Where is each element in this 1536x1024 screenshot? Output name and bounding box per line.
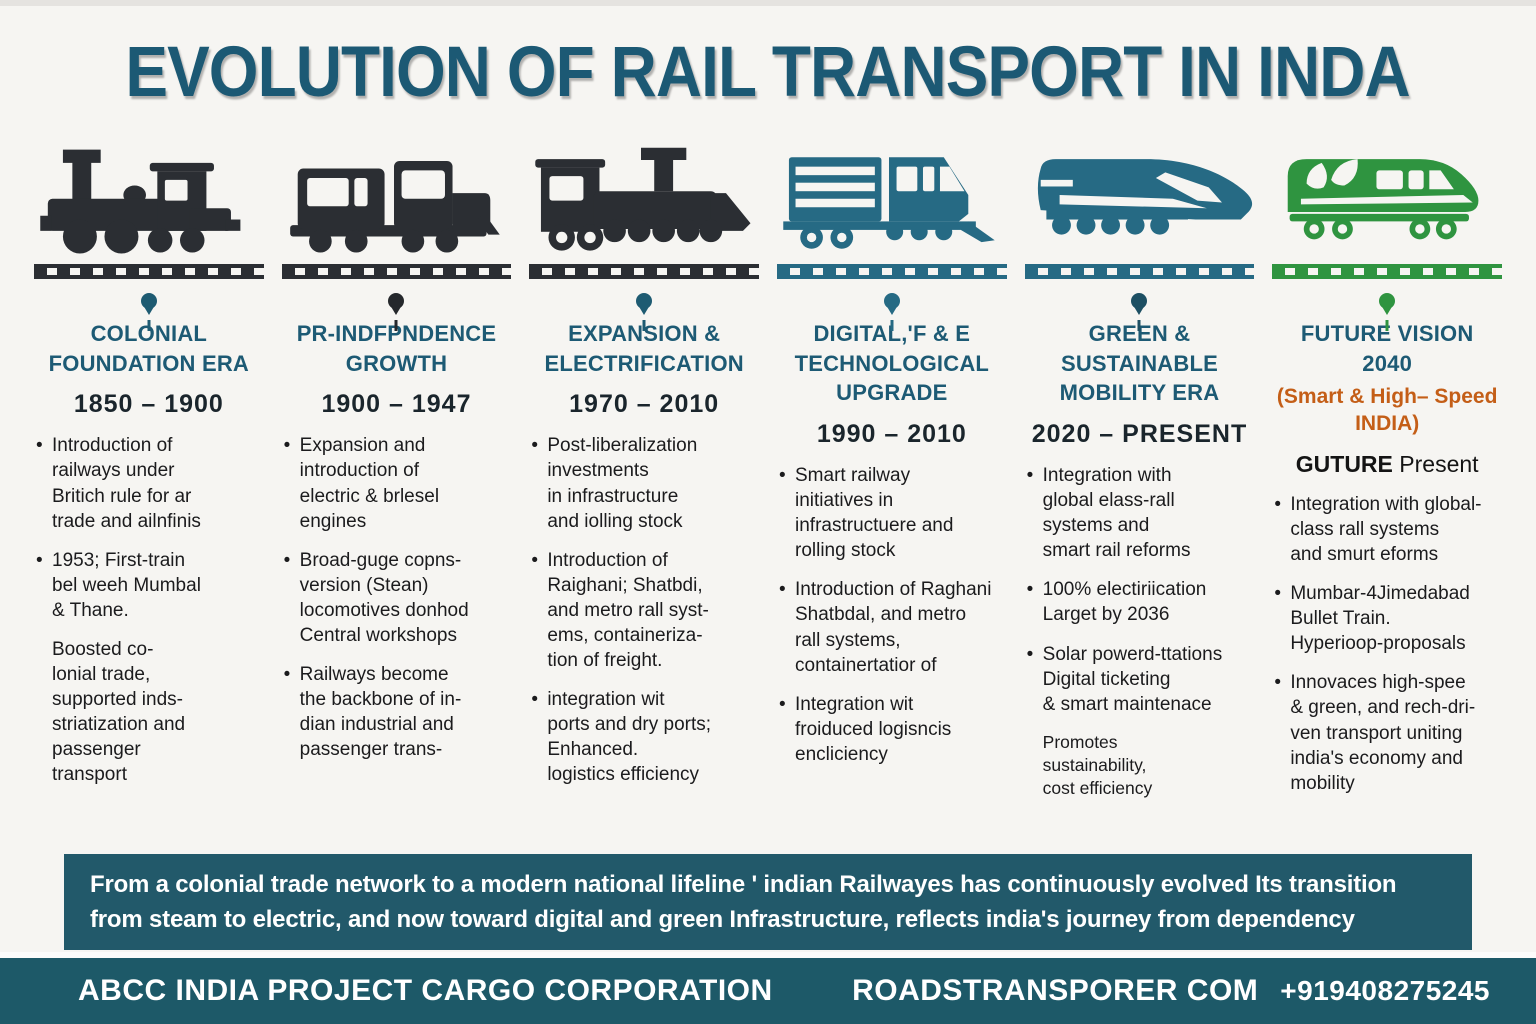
era-years: 1990 – 2010 [816, 420, 967, 449]
rail-track [529, 264, 759, 279]
era-years: 1900 – 1947 [321, 390, 472, 419]
era-bullet-list: Smart railway initiatives in infrastruct… [773, 463, 1011, 767]
era-column-future-vision: FUTURE VISION 2040 (Smart & High– Speed … [1268, 144, 1506, 810]
era-subtitle: (Smart & High– Speed INDIA) [1276, 385, 1498, 435]
bullet-item: 1953; First-train bel weeh Mumbal & Than… [36, 548, 268, 623]
era-columns: COLONIAL FOUNDATION ERA 1850 – 1900 Intr… [30, 144, 1506, 810]
era-bullet-list: Introduction of railways under Britich r… [30, 433, 268, 623]
rail-track [1024, 264, 1255, 279]
company-name: ABCC INDIA PROJECT CARGO CORPORATION [78, 974, 773, 1007]
bullet-item: Railways become the backbone of in- dian… [284, 662, 516, 762]
era-visual [1268, 144, 1506, 309]
era-visual [773, 144, 1011, 309]
era-visual [525, 144, 763, 309]
era-column-pre-independence: PR-INDFPNDENCE GROWTH 1900 – 1947 Expans… [278, 144, 516, 810]
era-bullet-list: Expansion and introduction of electric &… [278, 433, 516, 762]
bullet-item: Introduction of Raighani; Shatbdi, and m… [531, 548, 763, 673]
early-diesel-locomotive-icon [289, 160, 500, 253]
green-train-icon [1288, 159, 1479, 240]
location-pin-icon [636, 293, 653, 309]
summary-text: From a colonial trade network to a moder… [90, 871, 1397, 933]
bullet-item: Expansion and introduction of electric &… [284, 433, 516, 533]
bullet-item: Introduction of railways under Britich r… [36, 433, 268, 533]
page-title: EVOLUTION OF RAIL TRANSPORT IN INDA [125, 33, 1411, 112]
era-heading: GREEN & SUSTAINABLE MOBILITY ERA [1059, 321, 1220, 406]
era-heading: EXPANSION & ELECTRIFICATION [544, 321, 744, 376]
steam-locomotive-2-icon [535, 147, 751, 251]
era-note: Promotes sustainability, cost efficiency [1042, 731, 1153, 798]
footer-bar: ABCC INDIA PROJECT CARGO CORPORATION ROA… [0, 958, 1536, 1024]
bullet-item: integration wit ports and dry ports; Enh… [531, 687, 763, 787]
bullet-item: Post-liberalization investments in infra… [531, 433, 763, 533]
era-note: Boosted co- lonial trade, supported inds… [52, 638, 186, 786]
rail-track [34, 264, 264, 279]
era-visual [1021, 144, 1259, 309]
era-column-colonial: COLONIAL FOUNDATION ERA 1850 – 1900 Intr… [30, 144, 268, 810]
website-text: ROADSTRANSPORER COM [852, 974, 1259, 1007]
era-column-electrification: EXPANSION & ELECTRIFICATION 1970 – 2010 … [525, 144, 763, 810]
era-years: 1970 – 2010 [569, 390, 720, 419]
footer-contact: ROADSTRANSPORER COM +919408275245 [852, 974, 1490, 1008]
bullet-train-icon [1037, 159, 1252, 235]
location-pin-icon [140, 293, 157, 309]
location-pin-icon [1379, 293, 1396, 309]
phone-number: +919408275245 [1280, 975, 1490, 1006]
location-pin-icon [883, 293, 900, 309]
era-heading: COLONIAL FOUNDATION ERA [48, 321, 250, 376]
era-caption-rest: Present [1392, 450, 1479, 477]
diesel-electric-locomotive-icon [783, 157, 995, 249]
bullet-item: Mumbar-4Jimedabad Bullet Train. Hyperioo… [1274, 581, 1506, 656]
era-years: 2020 – PRESENT [1031, 420, 1248, 449]
era-heading: DIGITAL,'F & E TECHNOLOGICAL UPGRADE [794, 321, 990, 406]
bullet-item: Integration with global- class rall syst… [1274, 492, 1506, 567]
era-heading: FUTURE VISION 2040 [1300, 321, 1474, 376]
bullet-item: Integration wit froiduced logisncis encl… [779, 692, 1011, 767]
era-caption-bold: GUTURE [1295, 450, 1393, 477]
summary-banner: From a colonial trade network to a moder… [64, 854, 1472, 950]
bullet-item: Integration with global elass-rall syste… [1027, 463, 1259, 563]
bullet-item: Broad-guge copns- version (Stean) locomo… [284, 548, 516, 648]
era-bullet-list: Integration with global- class rall syst… [1268, 492, 1506, 796]
bullet-item: Smart railway initiatives in infrastruct… [779, 463, 1011, 563]
title-bar: EVOLUTION OF RAIL TRANSPORT IN INDA [0, 32, 1536, 113]
rail-track [281, 264, 512, 279]
era-column-green-mobility: GREEN & SUSTAINABLE MOBILITY ERA 2020 – … [1021, 144, 1259, 810]
rail-track [1272, 264, 1502, 279]
era-visual [278, 144, 516, 309]
steam-locomotive-icon [40, 149, 241, 254]
bullet-item: Introduction of Raghani Shatbdal, and me… [779, 577, 1011, 677]
era-caption: GUTURE Present [1268, 451, 1506, 478]
era-visual [30, 144, 268, 309]
rail-track [777, 264, 1007, 279]
era-years: 1850 – 1900 [73, 390, 224, 419]
location-pin-icon [388, 293, 405, 309]
era-bullet-list: Integration with global elass-rall syste… [1021, 463, 1259, 717]
bullet-item: Innovaces high-spee & green, and rech-dr… [1274, 670, 1506, 795]
bullet-item: Solar powerd-ttations Digital ticketing … [1027, 642, 1259, 717]
bullet-item: 100% electiriication Larget by 2036 [1027, 577, 1259, 627]
location-pin-icon [1131, 293, 1148, 309]
era-bullet-list: Post-liberalization investments in infra… [525, 433, 763, 787]
era-column-digital: DIGITAL,'F & E TECHNOLOGICAL UPGRADE 199… [773, 144, 1011, 810]
